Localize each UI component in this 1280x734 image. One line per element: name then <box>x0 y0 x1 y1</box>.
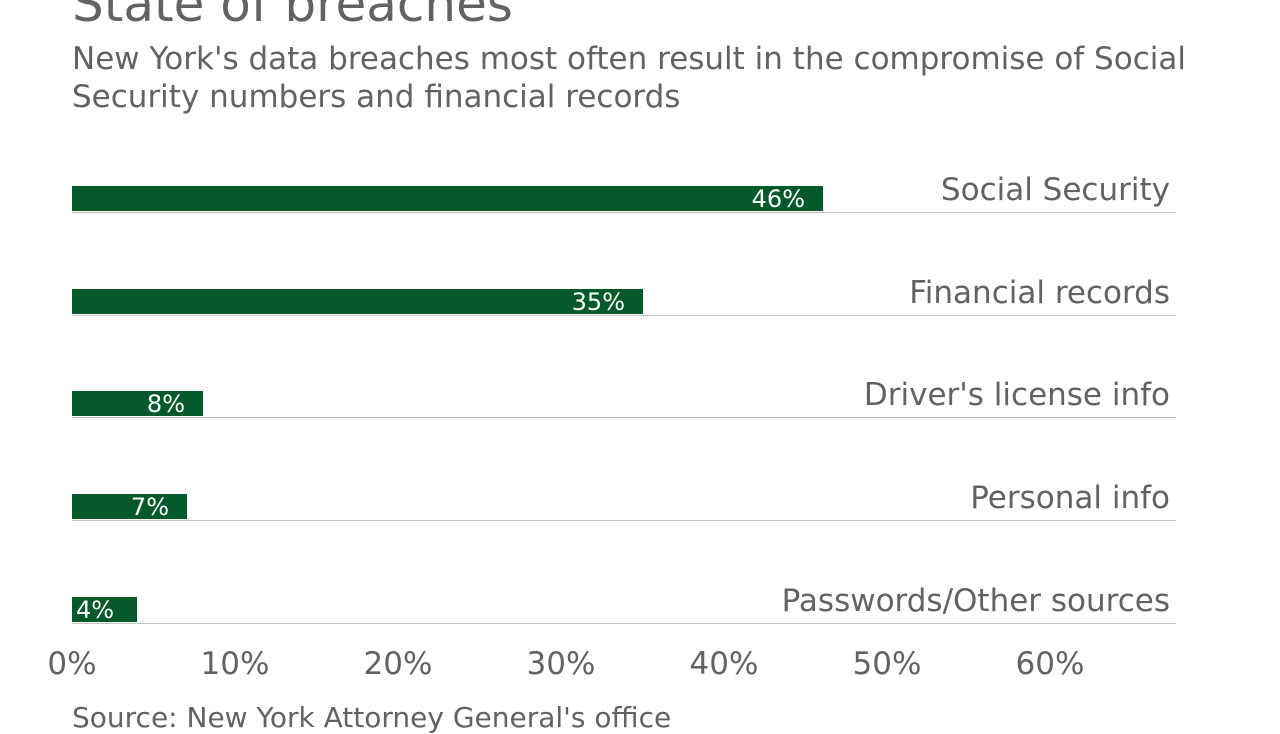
x-tick-50: 50% <box>852 646 922 682</box>
category-label: Driver's license info <box>863 377 1170 413</box>
row-baseline <box>72 623 1176 624</box>
x-tick-10: 10% <box>200 646 270 682</box>
row-baseline <box>72 520 1176 521</box>
bar-financial-records: 35% <box>72 288 643 316</box>
bar-value-label: 8% <box>146 390 185 418</box>
bar-personal-info: 7% <box>72 493 187 521</box>
x-tick-20: 20% <box>363 646 433 682</box>
source-note: Source: New York Attorney General's offi… <box>72 701 672 734</box>
bar-value-label: 4% <box>76 596 115 624</box>
bar-row-drivers-license: 8% Driver's license info <box>72 378 1176 418</box>
category-label: Financial records <box>909 275 1170 311</box>
bar-value-label: 7% <box>130 493 169 521</box>
bar-value-label: 35% <box>571 288 625 316</box>
bar-social-security: 46% <box>72 185 823 213</box>
row-baseline <box>72 315 1176 316</box>
bar-drivers-license: 8% <box>72 390 203 418</box>
category-label: Personal info <box>970 480 1170 516</box>
chart-subtitle: New York's data breaches most often resu… <box>72 41 1186 115</box>
x-tick-0: 0% <box>47 646 97 682</box>
bar-value-label: 46% <box>751 185 805 213</box>
bar-row-financial-records: 35% Financial records <box>72 276 1176 316</box>
x-tick-30: 30% <box>526 646 596 682</box>
x-tick-40: 40% <box>689 646 759 682</box>
category-label: Passwords/Other sources <box>781 583 1170 619</box>
row-baseline <box>72 417 1176 418</box>
category-label: Social Security <box>940 172 1170 208</box>
bar-row-passwords-other: 4% Passwords/Other sources <box>72 584 1176 624</box>
bar-row-social-security: 46% Social Security <box>72 173 1176 213</box>
bar-row-personal-info: 7% Personal info <box>72 481 1176 521</box>
row-baseline <box>72 212 1176 213</box>
x-tick-60: 60% <box>1015 646 1085 682</box>
bar-passwords-other: 4% <box>72 596 137 624</box>
chart-title: State of breaches <box>72 0 513 33</box>
